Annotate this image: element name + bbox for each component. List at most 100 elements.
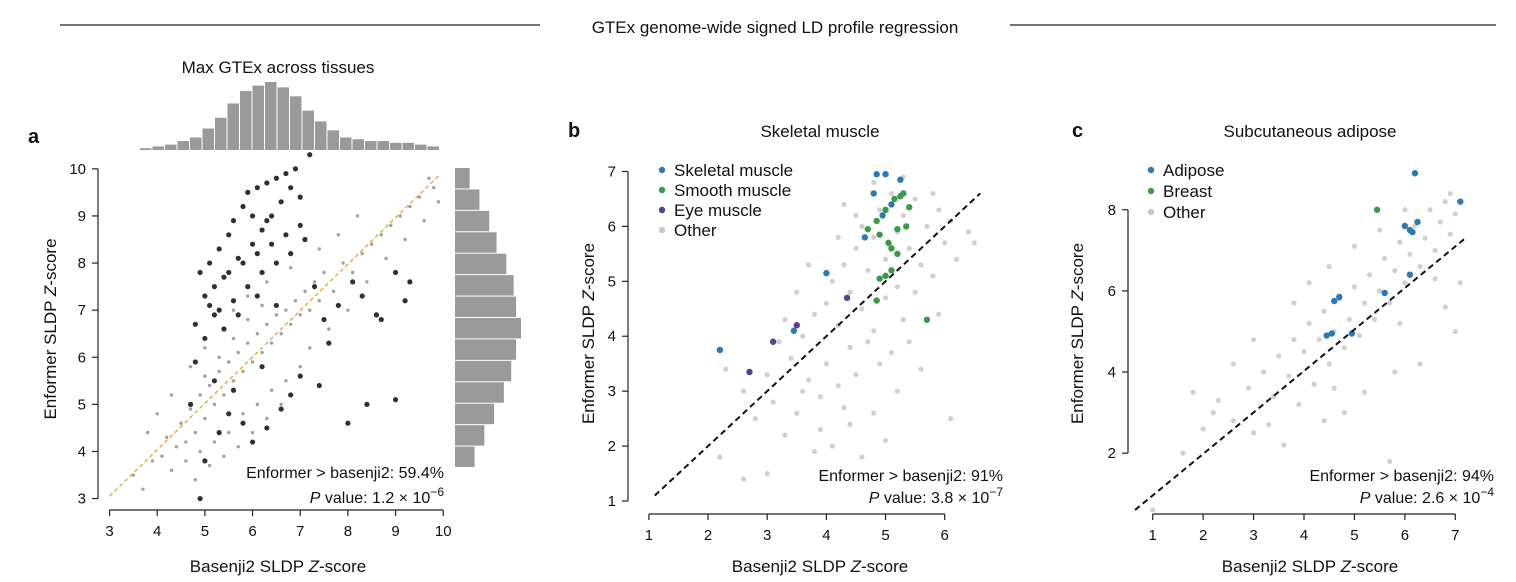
data-point-series-1 bbox=[260, 303, 264, 308]
data-point-series-0 bbox=[283, 170, 289, 177]
axis-title-part: -score bbox=[319, 557, 366, 576]
diagonal-line bbox=[1134, 237, 1467, 511]
annotation-part: P bbox=[1360, 490, 1371, 507]
data-point-other bbox=[1301, 349, 1307, 355]
panel-a-title: Max GTEx across tissues bbox=[182, 58, 375, 77]
data-point-series-0 bbox=[288, 185, 294, 191]
diagonal-line bbox=[654, 192, 981, 497]
x-tick-label: 7 bbox=[1451, 527, 1459, 544]
data-point-other bbox=[782, 432, 788, 438]
y-axis-title: Enformer SLDP Z-score bbox=[579, 243, 598, 424]
y-tick-label: 6 bbox=[608, 218, 616, 235]
top-histogram-bar bbox=[190, 137, 202, 150]
data-point-other bbox=[906, 245, 912, 251]
data-point-other bbox=[930, 190, 936, 197]
data-point-adipose bbox=[1336, 293, 1343, 301]
data-point-smooth-muscle bbox=[891, 195, 898, 203]
data-point-series-1 bbox=[265, 322, 269, 326]
data-point-series-1 bbox=[298, 313, 302, 317]
data-point-other bbox=[1457, 280, 1463, 286]
data-point-smooth-muscle bbox=[864, 225, 871, 233]
data-point-series-0 bbox=[235, 312, 241, 318]
data-point-other bbox=[1361, 389, 1368, 395]
axis-title-part: Z bbox=[41, 285, 60, 297]
x-tick-label: 3 bbox=[1249, 527, 1257, 544]
data-point-other bbox=[1276, 353, 1282, 359]
data-point-series-0 bbox=[273, 175, 279, 181]
data-point-skeletal-muscle bbox=[870, 190, 877, 197]
top-histogram-bar bbox=[290, 96, 302, 150]
annotation-pvalue: P value: 3.8 × 10−7 bbox=[869, 485, 1004, 507]
data-point-series-0 bbox=[187, 401, 194, 407]
data-point-adipose bbox=[1409, 228, 1416, 236]
data-point-other bbox=[912, 289, 918, 295]
data-point-series-1 bbox=[241, 369, 245, 374]
right-histogram-bar bbox=[455, 446, 475, 467]
data-point-series-0 bbox=[211, 284, 218, 290]
top-histogram-bar bbox=[327, 130, 339, 150]
x-tick-label: 6 bbox=[941, 527, 949, 544]
data-point-series-0 bbox=[230, 218, 237, 224]
data-point-adipose bbox=[1411, 170, 1419, 177]
data-point-series-0 bbox=[264, 180, 270, 186]
axis-title-part: -score bbox=[861, 557, 908, 576]
data-point-series-1 bbox=[198, 449, 202, 454]
axis-title-part: Z bbox=[308, 557, 320, 576]
right-histogram-bar bbox=[455, 232, 497, 253]
data-point-breast bbox=[1373, 206, 1381, 213]
data-point-other bbox=[823, 300, 829, 306]
data-point-series-1 bbox=[341, 261, 345, 265]
data-point-skeletal-muscle bbox=[861, 234, 869, 241]
axis-title-part: Basenji2 SLDP bbox=[1222, 557, 1341, 576]
data-point-series-1 bbox=[145, 430, 150, 435]
legend-marker bbox=[658, 166, 666, 174]
data-point-other bbox=[906, 339, 912, 345]
data-point-other bbox=[1306, 320, 1312, 326]
data-point-other bbox=[912, 196, 918, 202]
data-point-series-1 bbox=[350, 270, 355, 275]
data-point-other bbox=[752, 416, 758, 422]
axis-title-part: Enformer SLDP bbox=[579, 301, 598, 424]
top-histogram-bar bbox=[265, 82, 277, 150]
data-point-series-1 bbox=[155, 412, 159, 416]
x-tick-label: 2 bbox=[704, 527, 712, 544]
data-point-other bbox=[1266, 422, 1272, 428]
data-point-series-0 bbox=[273, 302, 279, 309]
data-point-series-1 bbox=[236, 445, 240, 449]
data-point-series-0 bbox=[216, 307, 222, 313]
data-point-series-1 bbox=[370, 242, 374, 246]
data-point-other bbox=[888, 190, 895, 197]
data-point-smooth-muscle bbox=[873, 217, 880, 225]
data-point-series-1 bbox=[207, 383, 212, 388]
data-point-series-1 bbox=[231, 379, 236, 383]
data-point-series-0 bbox=[197, 269, 203, 276]
data-point-other bbox=[1306, 280, 1312, 286]
legend-marker bbox=[1147, 208, 1155, 216]
data-point-series-1 bbox=[355, 214, 360, 218]
data-point-series-0 bbox=[288, 392, 294, 398]
data-point-other bbox=[948, 416, 954, 422]
data-point-smooth-muscle bbox=[882, 206, 889, 214]
data-point-other bbox=[865, 267, 871, 273]
data-point-other bbox=[1180, 450, 1186, 456]
data-point-other bbox=[1250, 430, 1257, 436]
panel-c-letter: c bbox=[1072, 120, 1083, 142]
top-histogram-bar bbox=[315, 121, 327, 150]
data-point-series-1 bbox=[188, 364, 193, 369]
data-point-other bbox=[1321, 418, 1327, 424]
data-point-other bbox=[817, 394, 824, 400]
data-point-adipose bbox=[1414, 218, 1421, 226]
data-point-series-0 bbox=[259, 227, 265, 233]
data-point-other bbox=[971, 240, 977, 246]
data-point-series-0 bbox=[288, 251, 294, 257]
data-point-other bbox=[817, 427, 824, 433]
data-point-other bbox=[835, 383, 841, 389]
data-point-adipose bbox=[1331, 297, 1338, 305]
data-point-series-0 bbox=[226, 269, 232, 276]
x-tick-label: 4 bbox=[822, 527, 830, 544]
annotation-part: value: 2.6 × 10 bbox=[1370, 490, 1480, 507]
data-point-series-1 bbox=[165, 435, 169, 440]
data-point-other bbox=[806, 262, 812, 268]
annotation-part: value: 3.8 × 10 bbox=[879, 490, 989, 507]
